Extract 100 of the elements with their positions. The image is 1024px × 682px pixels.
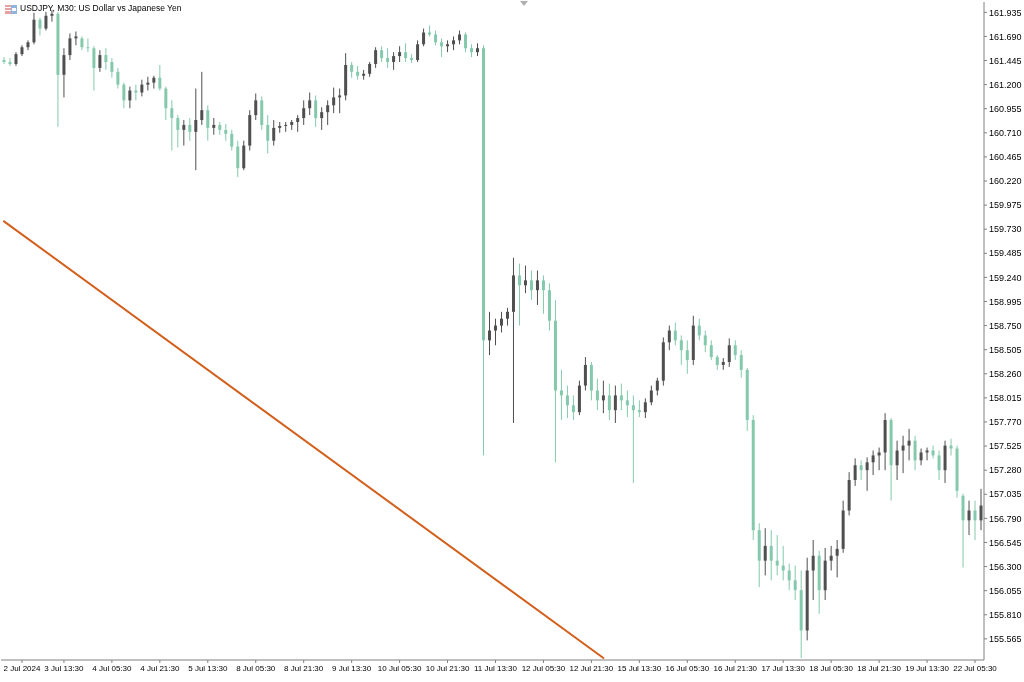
- x-tick-label: 19 Jul 13:30: [905, 663, 950, 673]
- candlestick: [182, 119, 186, 147]
- candlestick: [32, 12, 36, 45]
- candlestick: [523, 265, 527, 294]
- candlestick: [697, 318, 701, 341]
- candlestick: [230, 129, 234, 152]
- candlestick: [901, 435, 905, 474]
- y-tick-label: 161.445: [989, 55, 1022, 66]
- x-tick-label: 16 Jul 21:30: [713, 663, 758, 673]
- y-tick-label: 159.485: [989, 248, 1022, 259]
- x-tick-label: 10 Jul 21:30: [425, 663, 470, 673]
- y-tick-label: 161.690: [989, 31, 1022, 42]
- candlestick: [170, 99, 174, 152]
- x-tick-label: 5 Jul 13:30: [188, 663, 228, 673]
- y-tick-label: 156.300: [989, 561, 1022, 572]
- x-tick-label: 9 Jul 13:30: [332, 663, 372, 673]
- x-tick-label: 3 Jul 13:30: [44, 663, 85, 673]
- x-tick-label: 2 Jul 2024: [3, 663, 41, 673]
- y-tick-label: 155.810: [989, 609, 1022, 620]
- candlestick: [871, 450, 875, 476]
- candlestick: [865, 456, 869, 492]
- x-tick-label: 15 Jul 13:30: [617, 663, 662, 673]
- candlestick: [86, 37, 90, 53]
- x-tick-label: 8 Jul 21:30: [284, 663, 324, 673]
- candlestick: [565, 385, 569, 419]
- candlestick: [116, 67, 120, 90]
- y-tick-label: 161.200: [989, 79, 1022, 90]
- y-tick-label: 155.565: [989, 634, 1022, 645]
- candlestick: [98, 49, 102, 73]
- candlestick: [206, 104, 210, 142]
- candlestick: [272, 119, 276, 147]
- x-tick-label: 8 Jul 05:30: [236, 663, 276, 673]
- candlestick: [68, 32, 72, 61]
- candlestick: [811, 539, 815, 601]
- y-tick-label: 160.465: [989, 152, 1022, 163]
- y-tick-label: 159.240: [989, 272, 1022, 283]
- candlestick: [607, 383, 611, 421]
- candlestick: [338, 88, 342, 114]
- y-tick-label: 156.055: [989, 585, 1022, 596]
- candlestick: [685, 339, 689, 375]
- candlestick: [200, 71, 204, 126]
- candlestick: [907, 428, 911, 461]
- candlestick: [937, 450, 941, 481]
- candlestick: [625, 390, 629, 418]
- candlestick: [8, 57, 12, 67]
- x-tick-label: 18 Jul 21:30: [857, 663, 902, 673]
- candlestick: [679, 334, 683, 366]
- candlestick: [194, 88, 198, 171]
- candlestick: [667, 325, 671, 351]
- candlestick: [859, 459, 863, 481]
- candlestick: [763, 527, 767, 576]
- candlestick: [488, 311, 492, 356]
- candlestick: [416, 39, 420, 63]
- candlestick: [601, 380, 605, 414]
- candlestick: [122, 82, 126, 109]
- y-tick-label: 156.790: [989, 513, 1022, 524]
- candlestick: [62, 47, 66, 98]
- x-tick-label: 18 Jul 05:30: [809, 663, 854, 673]
- candlestick: [877, 447, 881, 471]
- x-tick-label: 22 Jul 05:30: [953, 663, 998, 673]
- y-tick-label: 159.730: [989, 224, 1022, 235]
- x-tick-label: 12 Jul 05:30: [521, 663, 566, 673]
- candlestick: [332, 87, 336, 114]
- candlestick: [494, 318, 497, 346]
- candlestick: [26, 39, 30, 51]
- candlestick: [146, 76, 150, 92]
- candlestick: [973, 500, 977, 541]
- x-tick-label: 4 Jul 05:30: [92, 663, 133, 673]
- y-tick-label: 157.770: [989, 417, 1022, 428]
- y-tick-label: 160.710: [989, 128, 1022, 139]
- candlestick: [320, 106, 324, 131]
- candlestick: [386, 47, 390, 69]
- candlestick: [302, 99, 306, 126]
- candlestick: [583, 356, 587, 392]
- candlestick: [284, 121, 288, 133]
- candlestick: [529, 270, 533, 301]
- y-tick-label: 158.260: [989, 368, 1022, 379]
- y-tick-label: 157.280: [989, 465, 1022, 476]
- candlestick: [631, 394, 635, 484]
- x-tick-label: 17 Jul 13:30: [761, 663, 806, 673]
- x-tick-label: 16 Jul 05:30: [665, 663, 710, 673]
- y-tick-label: 160.220: [989, 176, 1022, 187]
- y-tick-label: 156.545: [989, 537, 1022, 548]
- candlestick: [709, 339, 713, 361]
- candlestick: [919, 448, 923, 466]
- candlestick: [835, 539, 839, 578]
- candlestick: [541, 274, 545, 315]
- y-tick-label: 158.015: [989, 393, 1022, 404]
- candlestick: [92, 45, 96, 92]
- candlestick: [673, 322, 677, 346]
- candlestick: [128, 86, 132, 109]
- candlestick: [236, 140, 240, 178]
- candlestick: [769, 529, 773, 581]
- y-tick-label: 159.975: [989, 200, 1022, 211]
- candlestick: [619, 383, 623, 411]
- candlestick: [787, 563, 791, 591]
- candlestick: [164, 86, 168, 121]
- candlestick: [254, 92, 258, 121]
- candlestick: [104, 47, 108, 71]
- candlestick: [643, 397, 647, 419]
